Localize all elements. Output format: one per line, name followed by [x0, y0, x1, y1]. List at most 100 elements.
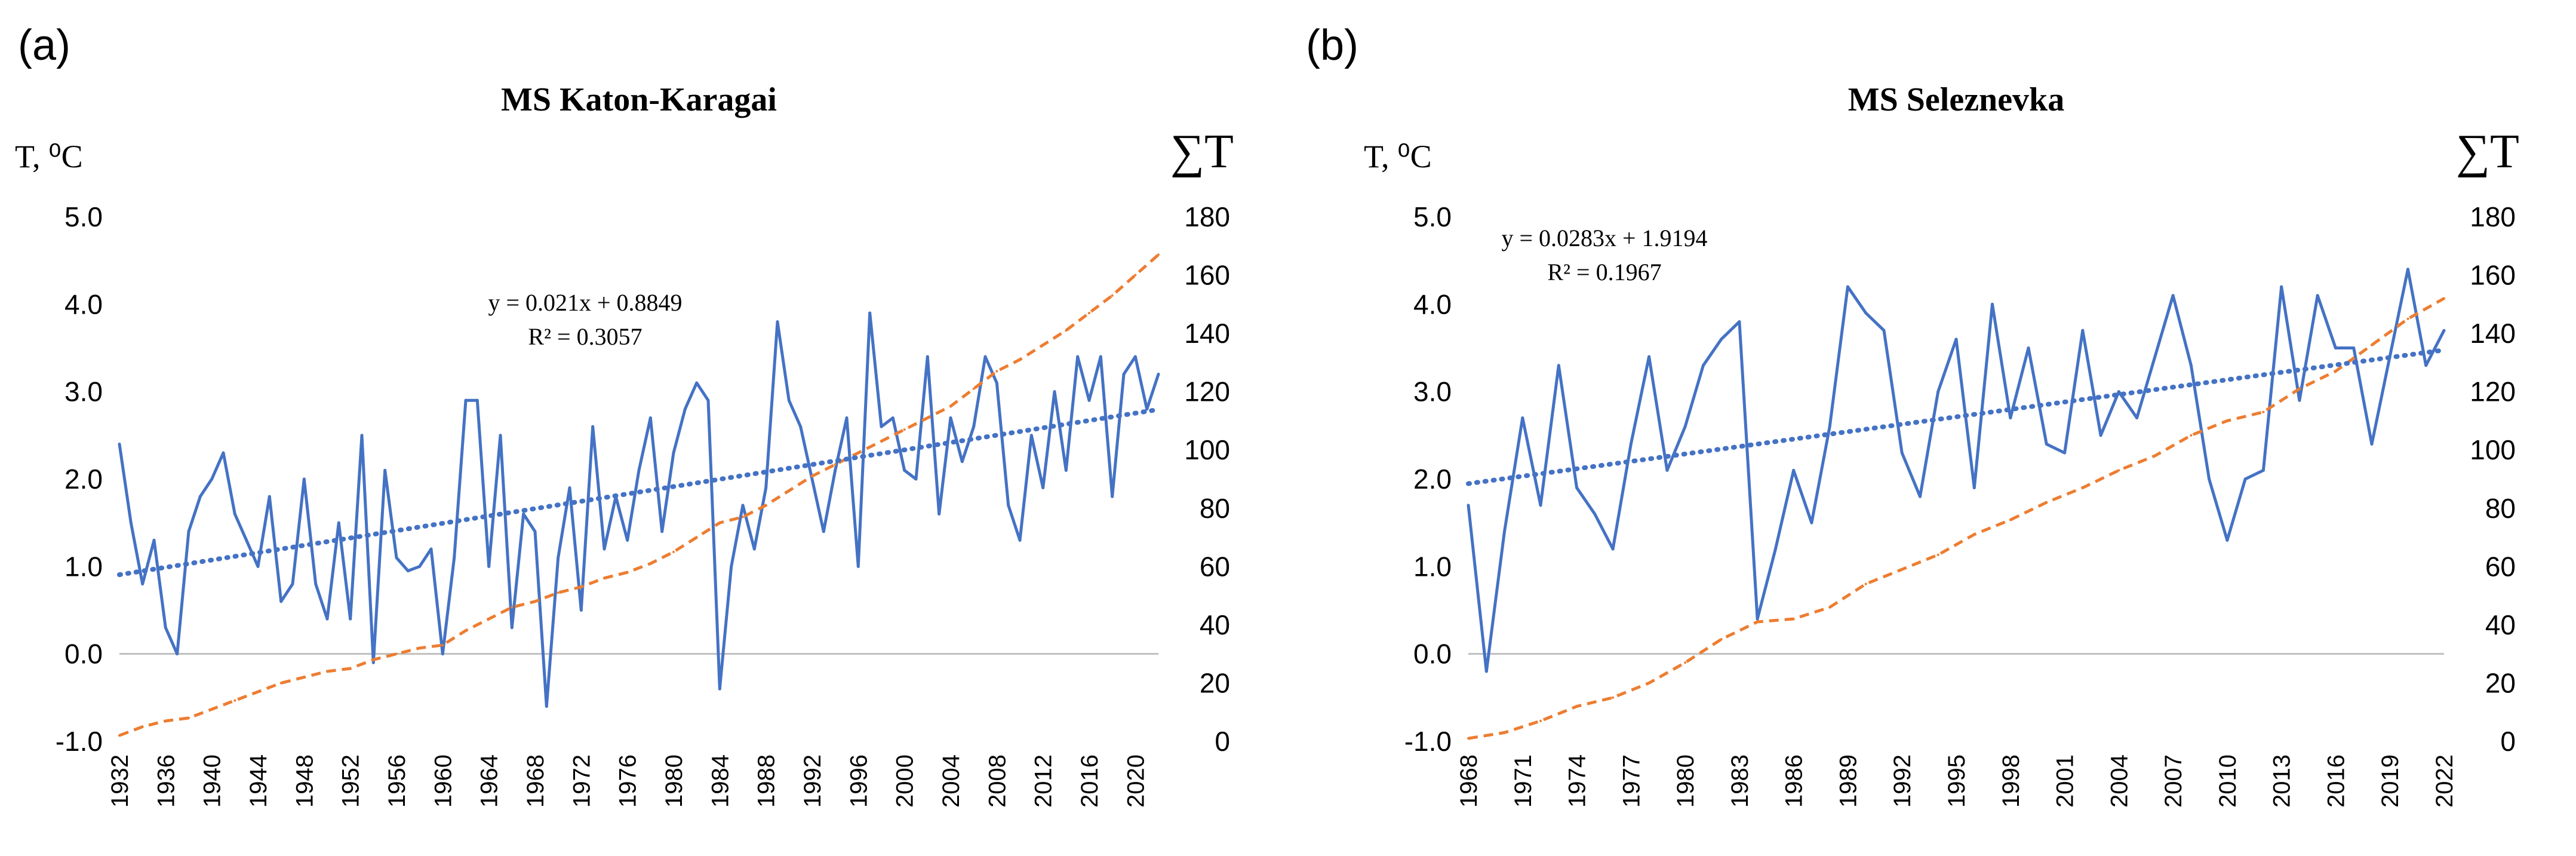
cumulative-point [834, 463, 837, 466]
y-right-tick-label: 40 [1200, 609, 1230, 640]
cumulative-point [2153, 454, 2156, 457]
temperature-point [441, 652, 444, 656]
chart-svg: (b) MS Seleznevka T, ⁰C ∑T -1.0 0.0 1.0 2.0 3.0 4… [1306, 22, 2519, 808]
cumulative-point [903, 428, 906, 431]
r-squared-label: R² = 0.3057 [528, 323, 642, 350]
temperature-point [1972, 486, 1976, 490]
temperature-point [1007, 504, 1010, 507]
cumulative-point [141, 725, 144, 728]
y-left-tick-label: 4.0 [1413, 289, 1452, 320]
temperature-point [2171, 294, 2175, 297]
temperature-point [810, 477, 814, 481]
temperature-point [937, 513, 941, 516]
y-right-tick-label: 160 [1184, 260, 1230, 291]
cumulative-point [603, 576, 605, 579]
y-left-tick-label: 3.0 [1413, 376, 1452, 407]
x-tick-label: 1992 [1889, 754, 1916, 808]
cumulative-point [164, 719, 167, 722]
temperature-point [1773, 547, 1777, 551]
temperature-point [2153, 355, 2157, 358]
x-tick-label: 1948 [291, 754, 318, 808]
cumulative-point [303, 676, 306, 679]
cumulative-point [511, 606, 514, 609]
x-tick-label: 1998 [1998, 754, 2024, 808]
y-left-tick-label: 1.0 [1413, 551, 1452, 582]
temperature-point [2045, 442, 2048, 446]
temperature-point [579, 609, 583, 612]
x-tick-label: 2022 [2431, 754, 2458, 808]
temperature-point [1133, 355, 1137, 358]
y-right-tick-label: 0 [2500, 726, 2516, 757]
temperature-point [776, 320, 779, 324]
x-tick-label: 1989 [1835, 754, 1861, 808]
x-tick-label: 1944 [245, 754, 272, 808]
cumulative-point [257, 691, 259, 694]
temperature-point [787, 398, 791, 402]
temperature-point [1575, 486, 1579, 490]
x-tick-label: 1972 [568, 754, 595, 808]
temperature-point [1828, 425, 1831, 428]
cumulative-point [626, 571, 629, 574]
temperature-point [949, 416, 952, 420]
x-tick-label: 2012 [1031, 754, 1057, 808]
cumulative-point [418, 646, 421, 649]
y-left-tick-label: 4.0 [64, 289, 103, 320]
temperature-point [591, 425, 595, 428]
temperature-point [1503, 530, 1507, 533]
cumulative-point [395, 652, 398, 655]
temperature-point [626, 538, 629, 542]
temperature-point [834, 468, 837, 472]
temperature-point [880, 425, 883, 428]
y-left-tick-label: 1.0 [64, 551, 103, 582]
temperature-point [995, 381, 998, 385]
temperature-point [672, 451, 675, 455]
temperature-point [1041, 486, 1045, 490]
temperature-point [1111, 495, 1114, 498]
y-right-tick-label: 60 [1200, 551, 1230, 582]
temperature-point [2189, 364, 2193, 367]
temperature-point [1954, 338, 1958, 341]
temperature-point [1029, 434, 1033, 437]
temperature-point [141, 582, 145, 586]
y-left-tick-label: 5.0 [1413, 201, 1452, 232]
temperature-point [1539, 504, 1542, 507]
temperature-series-line [1467, 268, 2446, 673]
x-tick-label: 1983 [1727, 754, 1753, 808]
temperature-point [256, 564, 260, 568]
x-tick-label: 2016 [1077, 754, 1103, 808]
y-left-tick-label: -1.0 [56, 726, 103, 757]
cumulative-point [1111, 294, 1114, 297]
temperature-point [1157, 372, 1160, 376]
temperature-point [1145, 407, 1149, 411]
x-tick-label: 1940 [199, 754, 226, 808]
chart-title: MS Katon-Karagai [501, 81, 777, 118]
y-right-tick-label: 60 [2485, 551, 2516, 582]
temperature-point [1064, 468, 1068, 472]
cumulative-point [1134, 274, 1137, 277]
panel-label: (a) [18, 22, 70, 69]
temperature-point [1099, 355, 1102, 358]
cumulative-point [2370, 343, 2373, 346]
trend-equation: y = 0.021x + 0.8849 [488, 289, 682, 316]
x-tick-label: 2007 [2160, 754, 2187, 808]
temperature-point [383, 468, 387, 472]
temperature-point [1864, 311, 1868, 315]
x-tick-label: 2001 [2052, 754, 2079, 808]
temperature-point [1467, 504, 1470, 507]
temperature-point [164, 626, 167, 630]
cumulative-point [487, 618, 490, 621]
temperature-point [2334, 346, 2337, 349]
panel-label: (b) [1306, 22, 1358, 69]
cumulative-point [349, 667, 352, 670]
cumulative-point [1901, 568, 1904, 571]
x-tick-label: 1984 [707, 754, 733, 808]
cumulative-point [279, 682, 282, 685]
temperature-point [279, 600, 283, 603]
temperature-point [2208, 477, 2211, 481]
x-tick-label: 1974 [1564, 754, 1591, 808]
cumulative-point [742, 516, 744, 518]
x-tick-label: 1996 [846, 754, 872, 808]
temperature-point [856, 564, 860, 568]
temperature-point [2442, 329, 2446, 332]
temperature-point [718, 687, 721, 691]
